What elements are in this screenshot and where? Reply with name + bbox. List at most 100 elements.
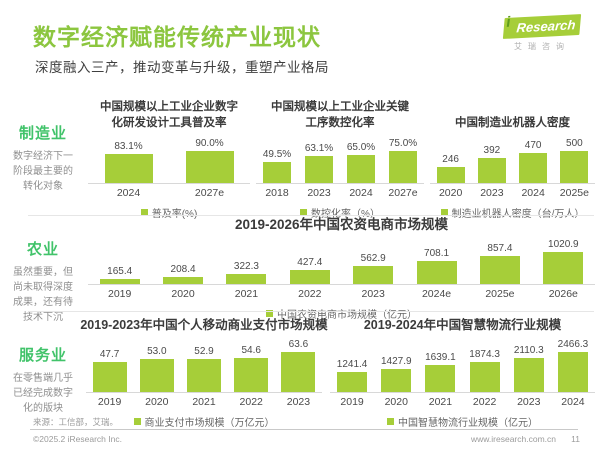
bar-value-label: 1639.1 — [425, 352, 456, 364]
bar-column: 49.5% — [256, 136, 298, 183]
bar — [519, 152, 548, 183]
legend-label: 中国农资电商市场规模（亿元） — [277, 310, 417, 321]
bar — [557, 352, 588, 392]
chart-robot-density: 中国制造业机器人密度 246 392 470 500 2020 2023 2024 2025… — [430, 96, 595, 220]
bar-value-label: 1874.3 — [469, 348, 500, 360]
x-axis-label: 2021 — [234, 288, 259, 300]
x-axis-label: 2018 — [265, 187, 289, 199]
legend-label: 制造业机器人密度（台/万人） — [452, 205, 585, 220]
bar-column: 1874.3 — [463, 339, 507, 392]
x-axis-label: 2021 — [192, 396, 216, 408]
bar-column: 53.0 — [133, 339, 180, 392]
legend-label: 中国智慧物流行业规模（亿元） — [398, 418, 538, 429]
bar-value-label: 65.0% — [346, 142, 376, 154]
chart-digital-rnd-tool-penetration: 中国规模以上工业企业数字化研发设计工具普及率 83.1% 90.0% 2024 20… — [88, 96, 250, 220]
bar — [513, 357, 544, 392]
footer-page-number: 11 — [571, 434, 580, 444]
bar-column: 1020.9 — [532, 239, 595, 284]
legend-label: 数控化率（%） — [311, 205, 380, 220]
chart-title: 中国制造业机器人密度 — [455, 117, 570, 130]
x-axis-label: 2023 — [307, 187, 331, 199]
sidebar-label: 农业 — [26, 241, 59, 258]
bar-column: 427.4 — [278, 239, 341, 284]
chart-title: 中国规模以上工业企业数字化研发设计工具普及率 — [100, 100, 238, 130]
sidebar-desc: 数字经济下一阶段最主要的转化对象 — [13, 151, 73, 192]
chart-mobile-payment-market: 2019-2023年中国个人移动商业支付市场规模 47.7 53.0 52.9 54.… — [80, 318, 327, 429]
bar — [99, 278, 140, 284]
legend-swatch-icon — [266, 310, 273, 317]
iresearch-logo-box: i Research — [502, 14, 582, 39]
sidebar-desc: 在零售端几乎已经完成数字化的版块 — [13, 373, 73, 414]
bar — [263, 161, 291, 183]
chart-smart-logistics-market: 2019-2024年中国智慧物流行业规模 1241.4 1427.9 1639.1 1… — [330, 318, 595, 429]
bar — [305, 156, 333, 183]
bar-column: 857.4 — [468, 239, 531, 284]
bar — [543, 252, 584, 284]
chart-plot: 246 392 470 500 — [430, 136, 595, 184]
x-axis-label: 2024 — [116, 187, 141, 199]
x-axis-label: 2023 — [517, 396, 541, 408]
bar-value-label: 562.9 — [360, 252, 386, 264]
x-axis-label: 2023 — [361, 288, 385, 300]
bar — [381, 368, 412, 392]
chart-title: 2019-2026年中国农资电商市场规模 — [234, 217, 449, 233]
bar-value-label: 392 — [483, 144, 501, 156]
bar-column: 47.7 — [86, 339, 133, 392]
footer-website-link[interactable]: www.iresearch.com.cn — [470, 434, 556, 444]
bar-value-label: 2466.3 — [557, 339, 589, 350]
x-axis-label: 2020 — [384, 396, 408, 408]
chart-legend: 中国农资电商市场规模（亿元） — [88, 306, 595, 321]
sidebar-item-services: 服务业 在零售端几乎已经完成数字化的版块 — [0, 344, 86, 416]
bar-value-label: 53.0 — [147, 345, 167, 357]
chart-legend: 数控化率（%） — [256, 205, 424, 220]
footer-source: 来源：工信部，艾瑞。 — [33, 417, 119, 427]
bar-value-label: 1020.9 — [548, 239, 579, 250]
bar-value-label: 857.4 — [487, 243, 513, 255]
iresearch-logo: i Research 艾瑞咨询 — [502, 14, 582, 52]
chart-x-axis: 2018 2023 2024 2027e — [256, 187, 424, 199]
bar-value-label: 2110.3 — [513, 344, 544, 356]
bar-value-label: 208.4 — [170, 264, 196, 276]
chart-x-axis: 2019 2020 2021 2022 2023 2024e 2025e 2026e — [88, 288, 595, 300]
bar-column: 90.0% — [169, 136, 250, 183]
x-axis-label: 2021 — [428, 396, 453, 408]
legend-swatch-icon — [440, 209, 448, 216]
bar-column: 165.4 — [88, 239, 151, 284]
bar-column: 1241.4 — [330, 339, 374, 392]
x-axis-label: 2020 — [145, 396, 169, 408]
bar-value-label: 54.6 — [241, 344, 261, 356]
bar-column: 83.1% — [88, 136, 169, 183]
bar — [416, 261, 457, 284]
x-axis-label: 2019 — [97, 396, 122, 408]
bar-value-label: 1427.9 — [380, 355, 412, 367]
x-axis-label: 2026e — [548, 288, 578, 300]
chart-plot: 49.5% 63.1% 65.0% 75.0% — [256, 136, 424, 184]
chart-legend: 制造业机器人密度（台/万人） — [430, 205, 595, 220]
bar-column: 1639.1 — [418, 339, 462, 392]
bar-value-label: 165.4 — [107, 265, 133, 277]
sidebar-label: 服务业 — [18, 347, 67, 364]
legend-label: 商业支付市场规模（万亿元） — [144, 418, 275, 429]
x-axis-label: 2023 — [286, 396, 311, 408]
bar — [389, 151, 417, 183]
legend-swatch-icon — [140, 209, 148, 216]
bar-column: 322.3 — [215, 239, 278, 284]
chart-key-process-nc-rate: 中国规模以上工业企业关键工序数控化率 49.5% 63.1% 65.0% 75.0% … — [256, 96, 424, 220]
chart-title: 2019-2024年中国智慧物流行业规模 — [363, 317, 562, 332]
bar-value-label: 83.1% — [114, 140, 143, 152]
iresearch-logo-chinese: 艾瑞咨询 — [514, 42, 570, 51]
chart-plot: 1241.4 1427.9 1639.1 1874.3 2110.3 2466.3 — [330, 339, 595, 393]
bar — [185, 151, 234, 183]
sidebar-item-manufacturing: 制造业 数字经济下一阶段最主要的转化对象 — [0, 122, 86, 194]
bar — [477, 157, 506, 183]
x-axis-label: 2020 — [171, 288, 195, 300]
bar-column: 562.9 — [342, 239, 405, 284]
bar — [337, 371, 368, 392]
x-axis-label: 2024 — [521, 187, 545, 199]
sidebar-desc: 虽然重要，但尚未取得深度成果，还有待技术下沉 — [13, 267, 73, 323]
bar-column: 392 — [471, 136, 512, 183]
page-subtitle: 深度融入三产，推动变革与升级，重塑产业格局 — [35, 60, 329, 75]
x-axis-label: 2019 — [108, 288, 132, 300]
chart-plot: 83.1% 90.0% — [88, 136, 250, 184]
